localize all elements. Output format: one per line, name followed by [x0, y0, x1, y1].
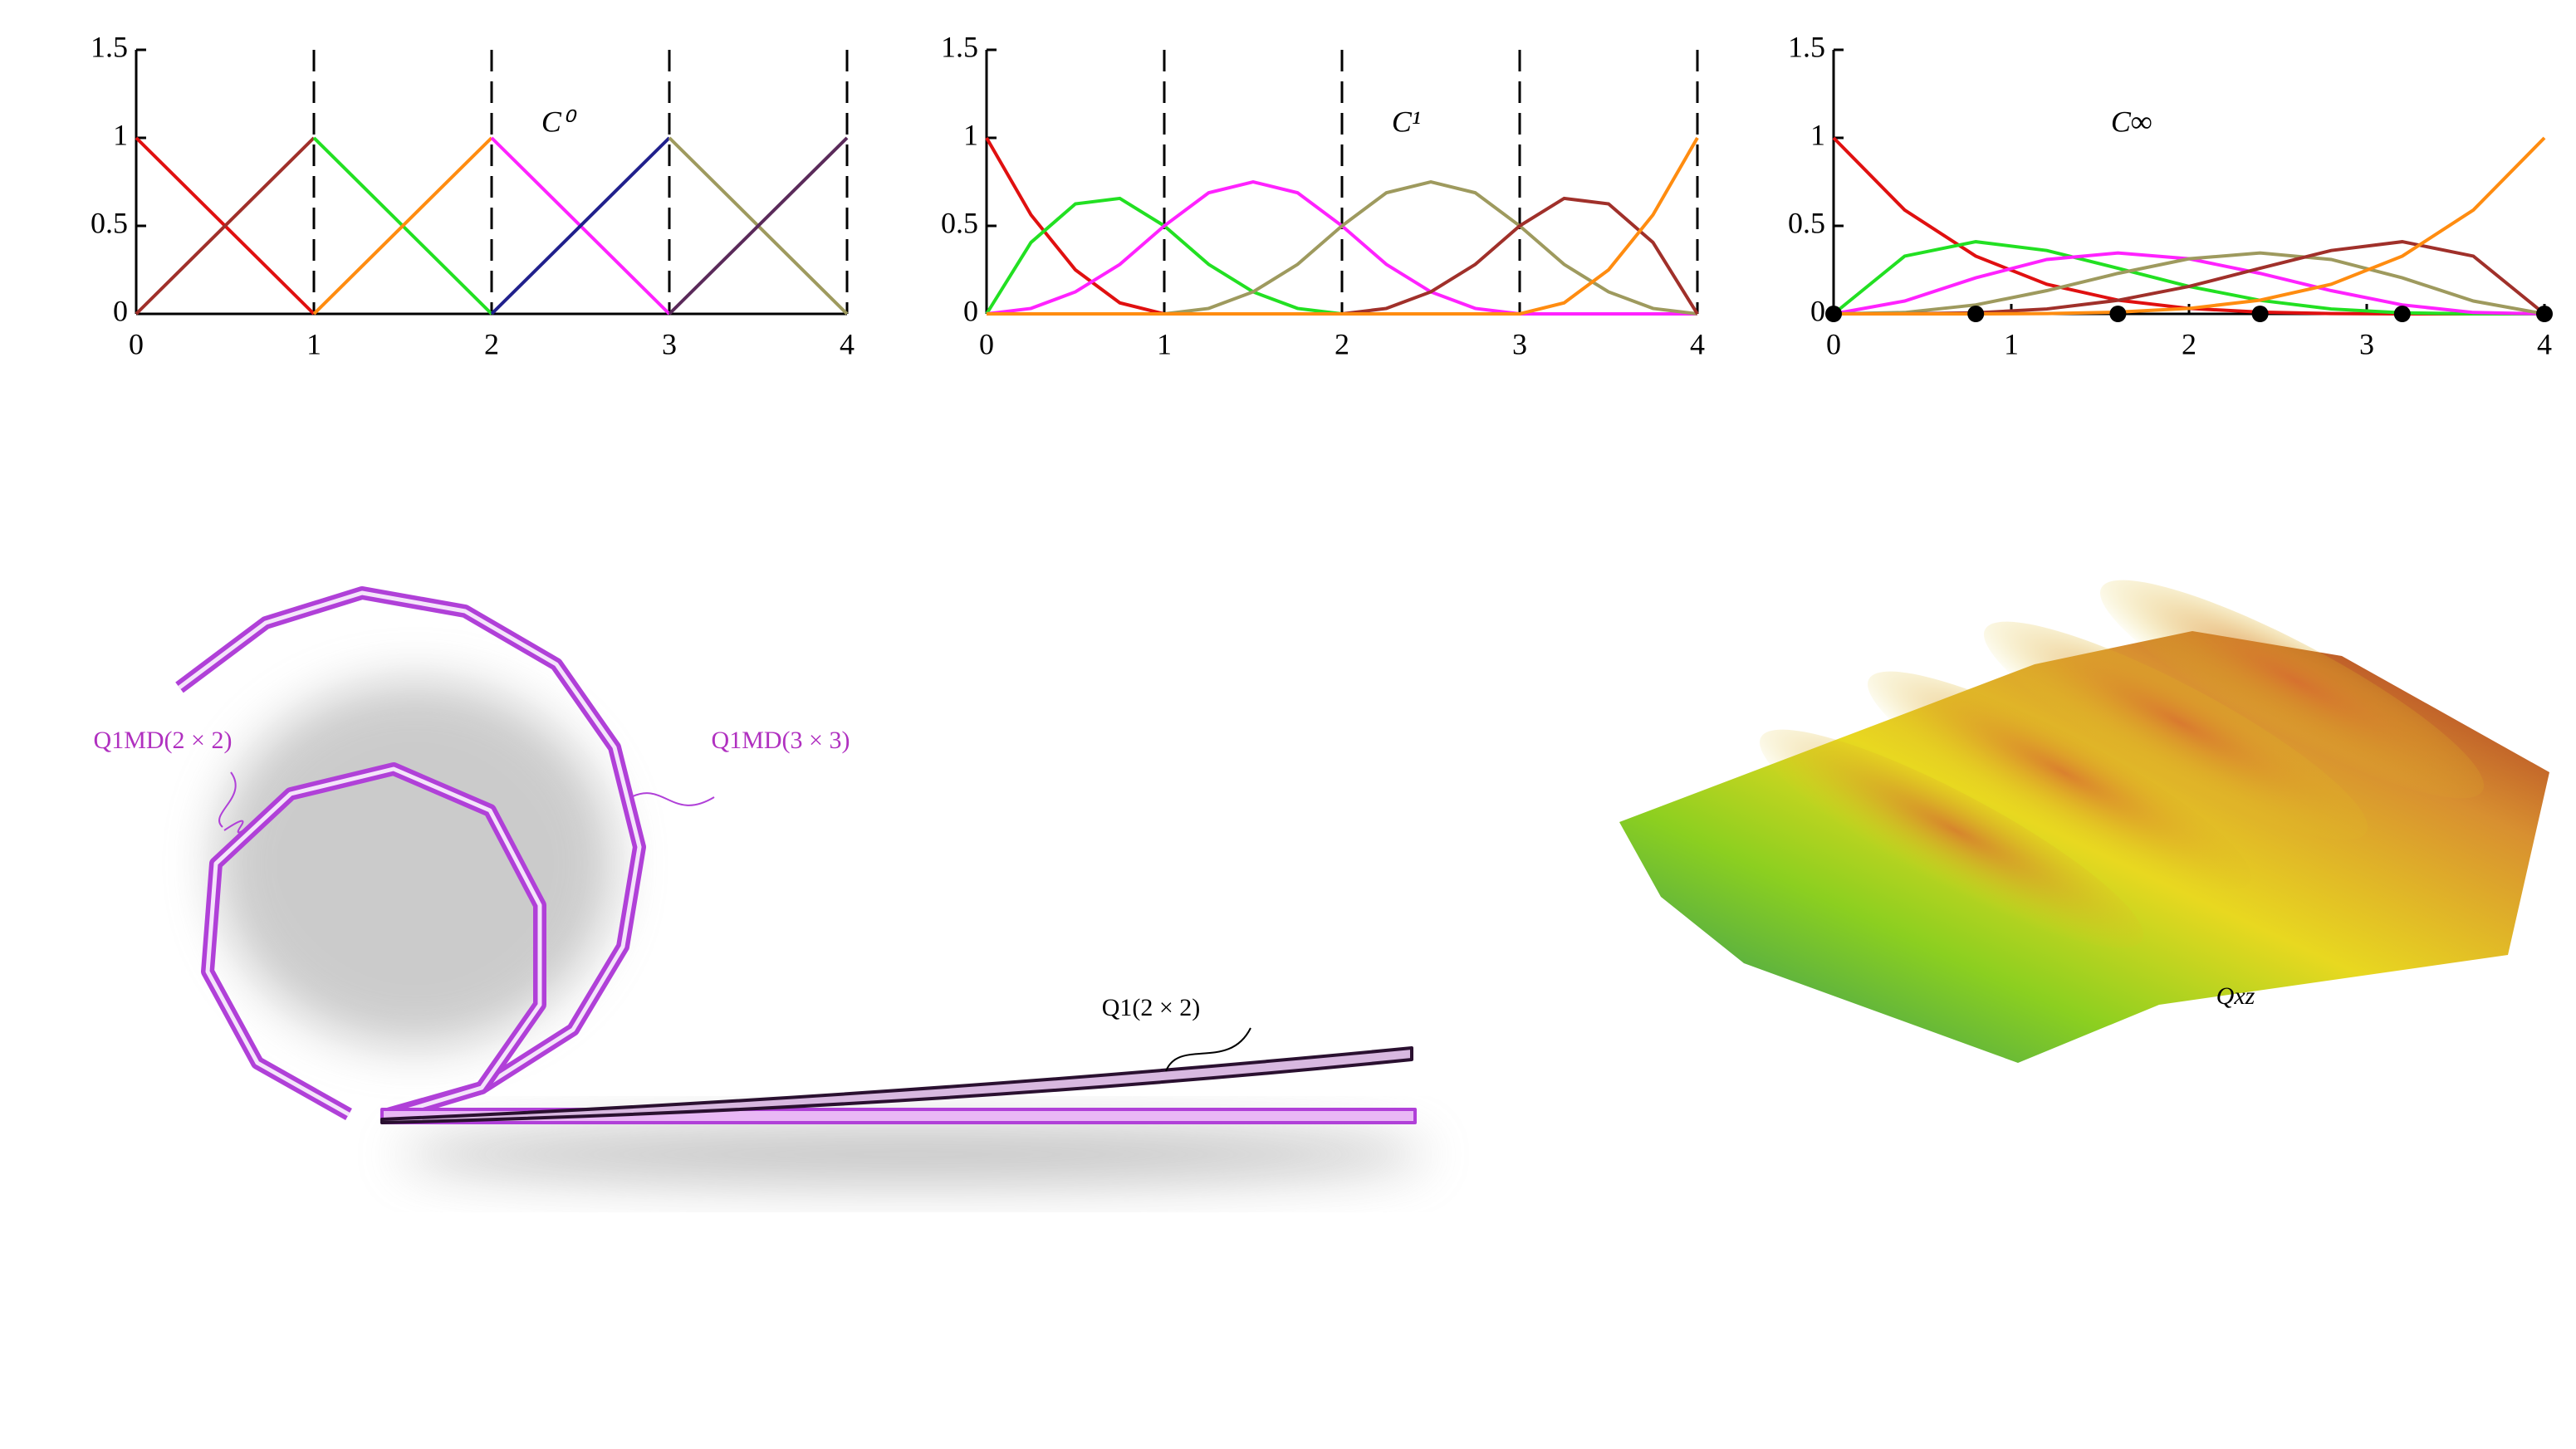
marker	[2109, 306, 2127, 322]
x-tick-label: 3	[1512, 327, 1527, 360]
x-tick-label: 1	[306, 327, 321, 360]
x-tick-label: 2	[484, 327, 499, 360]
x-tick-label: 4	[2537, 327, 2552, 360]
marker	[1825, 306, 1842, 322]
series-line	[135, 136, 316, 316]
x-tick-label: 1	[2004, 327, 2019, 360]
x-tick-label: 4	[840, 327, 855, 360]
y-tick-label: 1	[963, 118, 978, 151]
label: Q1MD(3 × 3)	[712, 727, 850, 754]
marker	[2393, 306, 2411, 322]
y-tick-label: 0	[113, 294, 128, 327]
x-tick-label: 0	[129, 327, 144, 360]
y-tick-label: 1	[113, 118, 128, 151]
annotation: C⁰	[541, 105, 577, 138]
connector	[1165, 1027, 1251, 1072]
connector	[218, 771, 237, 828]
y-tick-label: 0.5	[1788, 206, 1825, 239]
annotation: C∞	[2111, 105, 2152, 138]
connector	[630, 792, 715, 806]
x-tick-label: 0	[979, 327, 994, 360]
shadow	[399, 1125, 1428, 1183]
series-line	[987, 137, 1699, 316]
series-line	[312, 136, 493, 316]
x-tick-label: 2	[1335, 327, 1349, 360]
bent-beam	[380, 1046, 1413, 1124]
label: Q1(2 × 2)	[1102, 994, 1201, 1021]
y-tick-label: 0	[963, 294, 978, 327]
ridge	[1759, 729, 2144, 948]
charts: 0 0.5 1 1.5 0 1 2 3 4 C⁰ 0 0.5 1 1.5 0 1 2 3 4 C¹ 0 0.5 1 1.5 0 1…	[91, 30, 2553, 360]
annotation: C¹	[1392, 105, 1421, 138]
x-tick-label: 3	[2359, 327, 2374, 360]
shadow	[216, 681, 615, 1046]
series-line	[1834, 240, 2546, 316]
x-tick-label: 2	[2182, 327, 2196, 360]
inner-coil	[205, 766, 542, 1117]
series-line	[490, 136, 671, 316]
outer-coil	[178, 590, 642, 1119]
marker	[2536, 306, 2553, 322]
series-line	[1834, 136, 2546, 316]
x-tick-label: 4	[1690, 327, 1705, 360]
x-tick-label: 0	[1826, 327, 1841, 360]
y-tick-label: 1.5	[91, 30, 128, 63]
series-line	[1832, 240, 2544, 316]
label: Q1MD(2 × 2)	[94, 727, 233, 754]
marker	[2251, 306, 2269, 322]
y-tick-label: 0.5	[91, 206, 128, 239]
ridge	[1983, 621, 2368, 840]
ridge	[2099, 580, 2485, 799]
y-tick-label: 0.5	[941, 206, 978, 239]
y-tick-label: 0	[1810, 294, 1825, 327]
marker	[1967, 306, 1985, 322]
y-tick-label: 1	[1810, 118, 1825, 151]
series-line	[668, 136, 849, 316]
x-tick-label: 1	[1157, 327, 1172, 360]
x-tick-label: 3	[662, 327, 677, 360]
y-tick-label: 1.5	[941, 30, 978, 63]
y-tick-label: 1.5	[1788, 30, 1825, 63]
label: Qxz	[2216, 982, 2255, 1010]
beam-illustration: Q1MD(2 × 2) Q1MD(3 × 3) Q1(2 × 2)	[94, 586, 1428, 1183]
series-line	[1833, 251, 2545, 316]
surface-illustration: Qxz	[1619, 580, 2549, 1063]
connector	[223, 820, 250, 834]
ridge	[1867, 671, 2252, 890]
